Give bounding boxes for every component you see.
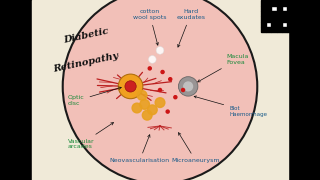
Bar: [277, 0, 282, 6]
Bar: [261, 0, 293, 32]
Ellipse shape: [161, 70, 164, 74]
Bar: [277, 27, 282, 32]
Ellipse shape: [156, 47, 164, 54]
Bar: [261, 16, 266, 22]
Bar: [282, 11, 287, 16]
Bar: [271, 11, 277, 16]
Bar: [261, 27, 266, 32]
Bar: [282, 27, 287, 32]
Bar: [287, 27, 293, 32]
Bar: [282, 16, 287, 22]
Bar: [271, 27, 277, 32]
Text: cotton
wool spots: cotton wool spots: [133, 9, 166, 45]
Text: Hard
exudates: Hard exudates: [176, 9, 205, 47]
Bar: [266, 11, 271, 16]
Ellipse shape: [142, 110, 152, 120]
Bar: [287, 22, 293, 27]
Bar: [287, 11, 293, 16]
Ellipse shape: [179, 77, 198, 96]
Bar: [287, 6, 293, 11]
Bar: [277, 16, 282, 22]
Ellipse shape: [158, 88, 162, 92]
Text: Diabetic: Diabetic: [62, 27, 109, 45]
Ellipse shape: [118, 74, 143, 99]
Bar: [271, 22, 277, 27]
Bar: [287, 0, 293, 6]
Text: Macula
Fovea: Macula Fovea: [198, 54, 249, 82]
Bar: [277, 6, 282, 11]
Ellipse shape: [155, 98, 165, 107]
Ellipse shape: [137, 91, 147, 100]
Bar: [266, 6, 271, 11]
Text: Optic
disc: Optic disc: [68, 87, 121, 106]
Ellipse shape: [148, 67, 151, 70]
Bar: [287, 16, 293, 22]
Bar: [282, 0, 287, 6]
Ellipse shape: [148, 105, 157, 115]
Bar: [266, 0, 271, 6]
Bar: [271, 0, 277, 6]
Text: Neovascularisation: Neovascularisation: [109, 135, 170, 163]
Ellipse shape: [174, 96, 177, 99]
Ellipse shape: [181, 88, 185, 92]
Text: Retinopathy: Retinopathy: [52, 52, 119, 74]
Bar: [261, 11, 266, 16]
Ellipse shape: [132, 103, 142, 113]
Bar: [277, 22, 282, 27]
Bar: [266, 27, 271, 32]
Bar: [261, 6, 266, 11]
Bar: [277, 11, 282, 16]
Ellipse shape: [140, 100, 149, 109]
Bar: [266, 16, 271, 22]
Bar: [32, 0, 288, 180]
Ellipse shape: [184, 82, 193, 91]
Bar: [261, 0, 266, 6]
Ellipse shape: [169, 78, 172, 81]
Ellipse shape: [63, 0, 257, 180]
Bar: [261, 22, 266, 27]
Ellipse shape: [148, 56, 156, 63]
Ellipse shape: [166, 110, 169, 113]
Bar: [271, 16, 277, 22]
Ellipse shape: [125, 81, 136, 92]
Text: Blot
Haemorrhage: Blot Haemorrhage: [194, 96, 267, 117]
Text: Microaneurysm: Microaneurysm: [172, 133, 220, 163]
Text: Vascular
arcades: Vascular arcades: [68, 123, 114, 149]
